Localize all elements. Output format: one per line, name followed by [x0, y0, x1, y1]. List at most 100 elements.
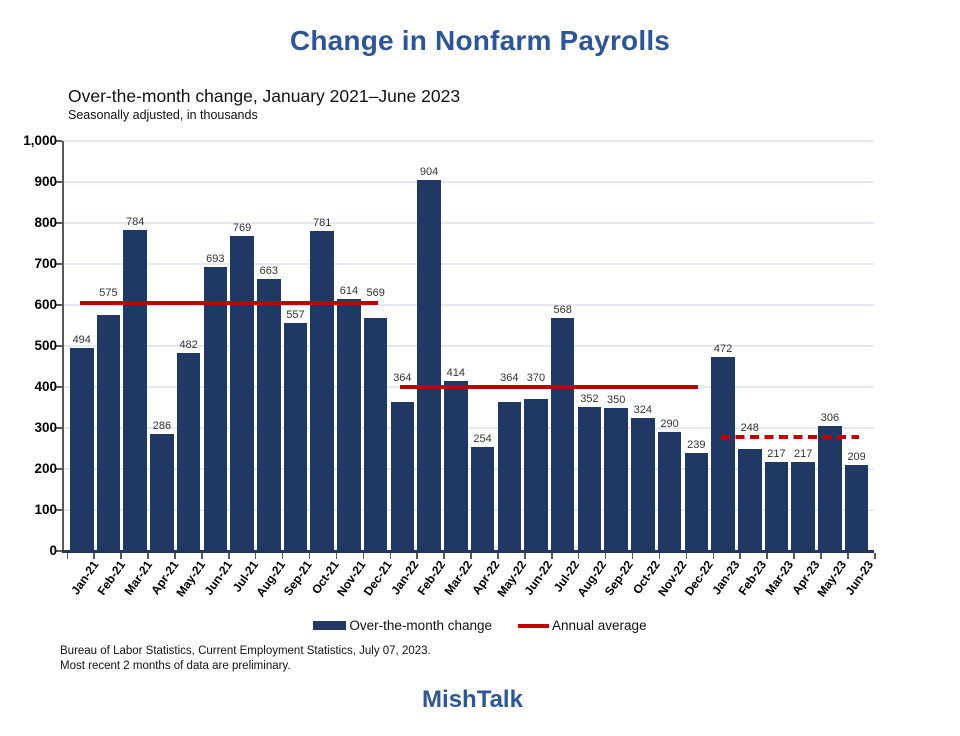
- bar-value-label-Aug-22: 352: [580, 392, 599, 405]
- x-axis-tick-5: [201, 552, 203, 559]
- bar-value-label-Dec-21: 569: [366, 287, 385, 300]
- bar-Feb-22: [417, 180, 441, 551]
- x-axis-tick-9: [308, 552, 311, 559]
- legend: Over-the-month change Annual average: [0, 618, 960, 633]
- x-axis-tick-3: [147, 552, 149, 559]
- bar-value-label-Nov-22: 290: [660, 418, 679, 431]
- y-axis-line: [62, 141, 64, 551]
- x-axis-tick-10: [335, 552, 338, 559]
- bar-value-label-Jul-22: 568: [553, 304, 572, 317]
- bar-value-label-Mar-22: 414: [446, 367, 465, 380]
- y-axis-tick-0: [56, 550, 62, 552]
- gridline-200: [62, 468, 874, 470]
- bar-Dec-22: [684, 453, 709, 551]
- bar-Mar-21: [123, 229, 147, 551]
- legend-item-bars: Over-the-month change: [313, 618, 492, 633]
- y-axis-tick-800: [56, 222, 62, 224]
- legend-label-bars: Over-the-month change: [349, 618, 492, 633]
- bar-value-label-Dec-22: 239: [687, 439, 706, 451]
- bar-value-label-Sep-22: 350: [606, 393, 626, 406]
- x-axis-tick-17: [524, 552, 526, 559]
- gridline-300: [62, 427, 874, 429]
- source-note: Bureau of Labor Statistics, Current Empl…: [60, 644, 431, 674]
- y-axis-tick-200: [56, 468, 62, 470]
- x-axis-tick-18: [551, 552, 553, 559]
- y-axis-tick-900: [56, 181, 62, 183]
- x-axis-tick-29: [847, 552, 849, 559]
- bar-value-label-Mar-21: 784: [126, 215, 145, 228]
- annual-average-line-2021: [79, 300, 378, 305]
- bar-value-label-Oct-22: 324: [633, 404, 653, 417]
- y-axis-label-400: 400: [34, 379, 57, 394]
- y-axis-label-100: 100: [34, 502, 57, 517]
- x-axis-tick-1: [93, 552, 95, 559]
- chart-subtitle: Over-the-month change, January 2021–June…: [68, 86, 461, 106]
- gridline-800: [62, 222, 874, 224]
- bar-value-label-Oct-21: 781: [313, 216, 332, 229]
- bar-May-21: [176, 353, 201, 551]
- bar-value-label-Jun-21: 693: [206, 252, 225, 265]
- y-axis-label-0: 0: [49, 543, 57, 558]
- y-axis-tick-1000: [56, 140, 62, 142]
- bar-Apr-21: [150, 433, 174, 551]
- x-axis-tick-7: [254, 552, 257, 559]
- x-axis-tick-20: [604, 552, 607, 559]
- y-axis-label-800: 800: [34, 215, 57, 230]
- x-axis-tick-0: [66, 552, 68, 559]
- bar-value-label-Jul-21: 769: [232, 221, 252, 234]
- bar-Mar-22: [444, 381, 468, 551]
- bar-Dec-21: [363, 317, 388, 551]
- bar-value-label-May-23: 306: [820, 411, 840, 424]
- x-axis-tick-26: [766, 552, 768, 559]
- bar-Jan-23: [711, 357, 735, 551]
- y-axis-tick-700: [56, 263, 62, 265]
- bar-value-label-Apr-23: 217: [794, 448, 813, 461]
- source-line-1: Bureau of Labor Statistics, Current Empl…: [60, 645, 431, 657]
- bar-Aug-22: [577, 406, 602, 551]
- y-axis-label-500: 500: [34, 338, 57, 353]
- gridline-1000: [62, 140, 874, 142]
- y-axis-label-600: 600: [34, 297, 57, 312]
- bar-Apr-23: [791, 462, 815, 551]
- chart-title: Change in Nonfarm Payrolls: [289, 25, 671, 56]
- gridline-900: [62, 181, 874, 183]
- annual-average-line-2023: [721, 435, 859, 440]
- y-axis-tick-500: [56, 345, 62, 347]
- legend-item-line: Annual average: [518, 618, 647, 633]
- bar-value-label-Jan-23: 472: [713, 343, 733, 356]
- x-axis-tick-23: [685, 552, 688, 559]
- x-axis-tick-13: [416, 552, 418, 559]
- bar-Jan-21: [70, 348, 94, 551]
- line-swatch: [518, 623, 549, 628]
- x-axis-tick-30: [874, 552, 876, 559]
- bar-Aug-21: [257, 279, 281, 551]
- x-axis-tick-14: [443, 552, 445, 559]
- x-axis-tick-19: [577, 552, 580, 559]
- y-axis-tick-100: [56, 509, 62, 511]
- bar-Jun-21: [203, 266, 228, 551]
- y-axis-label-900: 900: [34, 174, 57, 189]
- y-axis-label-1000: 1,000: [23, 133, 57, 148]
- source-line-2: Most recent 2 months of data are prelimi…: [60, 660, 291, 672]
- bar-Nov-22: [657, 432, 682, 551]
- x-axis-tick-22: [658, 552, 661, 559]
- annual-average-line-2022: [400, 385, 699, 390]
- x-axis-tick-24: [712, 552, 714, 559]
- y-axis-label-700: 700: [34, 256, 57, 271]
- bar-value-label-Jan-22: 364: [393, 371, 412, 384]
- gridline-600: [62, 304, 874, 306]
- bar-Mar-23: [764, 462, 789, 551]
- branding-logo: MishTalk: [422, 686, 523, 713]
- bar-Nov-21: [337, 299, 361, 551]
- x-axis-tick-11: [362, 552, 365, 559]
- x-axis-tick-6: [228, 552, 230, 559]
- bar-value-label-Jun-23: 209: [847, 451, 866, 464]
- bar-value-label-Feb-21: 575: [99, 287, 118, 300]
- bar-Jul-21: [230, 235, 254, 551]
- y-axis-tick-400: [56, 386, 62, 388]
- x-axis-tick-21: [631, 552, 634, 559]
- bar-value-label-Sep-21: 557: [286, 308, 305, 321]
- bar-Oct-21: [310, 230, 334, 551]
- bar-May-23: [818, 425, 842, 551]
